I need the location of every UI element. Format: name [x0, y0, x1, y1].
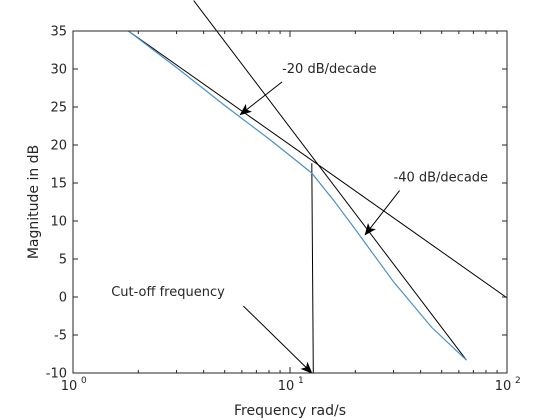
y-tick-label: 25 — [50, 101, 67, 116]
x-tick-label: 10 — [61, 379, 78, 394]
plot-background — [73, 31, 507, 373]
y-tick-label: 30 — [50, 63, 67, 78]
annotation-arrow-2 — [364, 190, 400, 236]
annotation-label-2: -40 dB/decade — [394, 171, 489, 186]
y-tick-label: 15 — [50, 177, 67, 192]
annotation-arrow-1 — [239, 81, 283, 116]
x-tick-exponent: 1 — [298, 376, 304, 386]
y-tick-label: 5 — [59, 253, 67, 268]
asymptote-line-3 — [311, 163, 314, 373]
x-tick-exponent: 0 — [81, 376, 87, 386]
x-axis-label: Frequency rad/s — [234, 403, 346, 419]
annotation-arrow-3 — [243, 305, 313, 374]
magnitude-series-line — [128, 30, 467, 361]
annotation-label-3: Cut-off frequency — [111, 285, 225, 300]
y-tick-label: 20 — [50, 139, 67, 154]
asymptote-line-2 — [193, 0, 467, 361]
x-tick-label: 10 — [495, 379, 512, 394]
y-tick-label: -10 — [46, 367, 67, 382]
y-tick-label: 0 — [59, 291, 67, 306]
annotation-label-1: -20 dB/decade — [282, 62, 377, 77]
x-tick-exponent: 2 — [515, 376, 521, 386]
y-axis-label: Magnitude in dB — [26, 145, 42, 259]
y-tick-label: 35 — [50, 25, 67, 40]
x-tick-label: 10 — [278, 379, 295, 394]
y-tick-label: -5 — [54, 329, 67, 344]
y-tick-label: 10 — [50, 215, 67, 230]
